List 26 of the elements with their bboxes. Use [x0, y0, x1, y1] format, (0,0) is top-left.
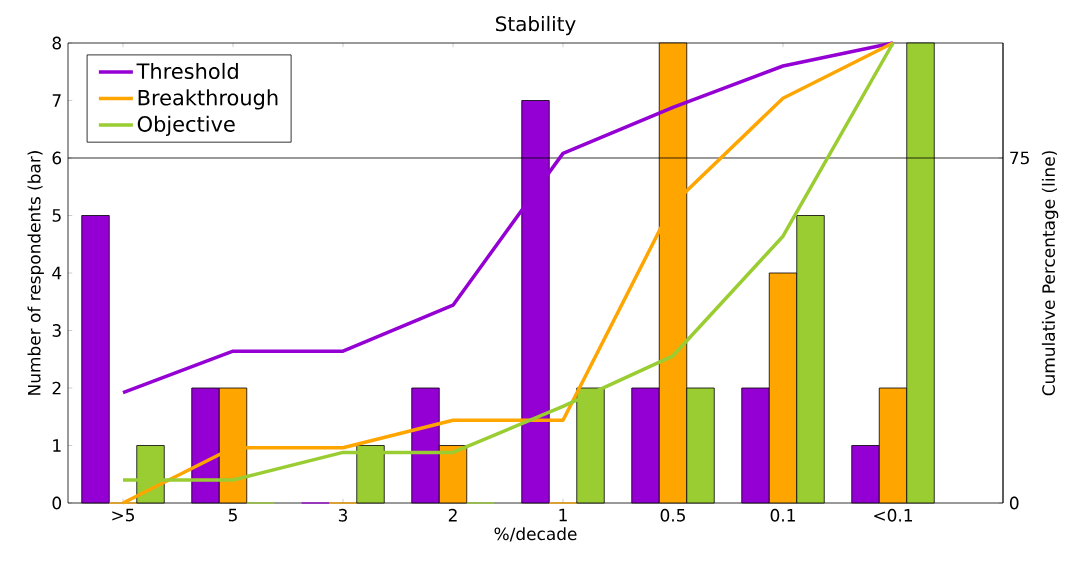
y-tick-label: 3	[52, 324, 61, 337]
y2-axis-title: Cumulative Percentage (line)	[1041, 151, 1059, 396]
y-tick-label: 7	[52, 94, 61, 107]
y-tick-label: 0	[52, 496, 62, 510]
x-tick-label: 1	[559, 508, 567, 522]
x-tick-label: >5	[112, 508, 135, 522]
y2-tick-label: 0	[1009, 496, 1019, 510]
x-tick-label: <0.1	[874, 508, 913, 522]
x-tick-label: 2	[448, 508, 457, 522]
legend-label: Objective	[137, 115, 235, 136]
legend-label: Threshold	[136, 62, 238, 80]
x-tick-label: 5	[228, 508, 237, 522]
y-tick-label: 8	[52, 36, 62, 50]
chart-title: Stability	[496, 15, 576, 36]
y-tick-label: 1	[53, 439, 61, 452]
y2-tick-label: 75	[1010, 151, 1029, 165]
x-tick-label: 0.5	[660, 508, 685, 522]
legend-label: Breakthrough	[138, 89, 278, 110]
y-tick-label: 6	[52, 151, 62, 165]
y-tick-label: 4	[52, 266, 62, 280]
x-tick-label: 0.1	[770, 508, 795, 522]
x-axis-title: %/decade	[494, 527, 577, 542]
y-tick-label: 5	[52, 209, 61, 222]
x-tick-label: 3	[338, 508, 348, 522]
y-axis-title: Number of respondents (bar)	[27, 151, 44, 395]
y-tick-label: 2	[52, 381, 61, 395]
